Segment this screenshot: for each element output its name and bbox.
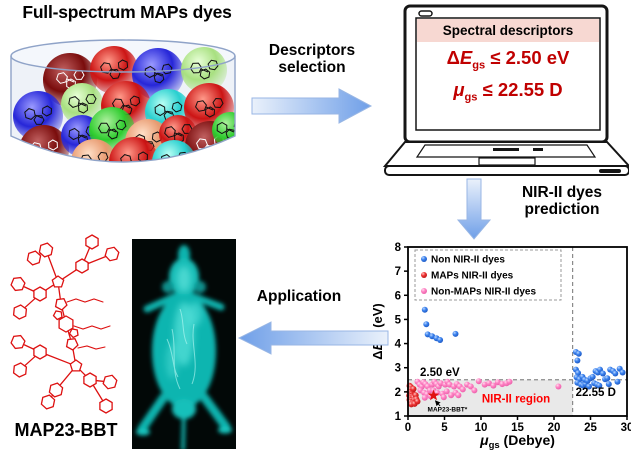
screen-header: Spectral descriptors	[417, 19, 599, 42]
svg-text:2: 2	[395, 387, 401, 399]
svg-text:20: 20	[548, 422, 561, 434]
svg-text:7: 7	[395, 266, 401, 278]
application-label: Application	[256, 288, 342, 305]
series-0	[421, 306, 626, 390]
svg-text:5: 5	[395, 314, 402, 326]
svg-text:8: 8	[395, 242, 402, 254]
laptop-illustration: Spectral descriptors ΔEgs ≤ 2.50 eV μgs …	[382, 2, 631, 180]
svg-text:0: 0	[405, 422, 411, 434]
dye-container-illustration	[10, 39, 236, 163]
svg-text:10: 10	[475, 422, 488, 434]
map23-bbt-star-marker	[427, 389, 440, 401]
map23-bbt-structure	[10, 234, 120, 414]
right-arrow-icon	[251, 88, 373, 124]
trackpad	[478, 157, 536, 166]
svg-text:25: 25	[584, 422, 597, 434]
mouse-vessels	[166, 308, 196, 390]
x-axis-label: μgs (Debye)	[479, 432, 555, 451]
mouse-body	[136, 245, 232, 449]
mouse-nir-image	[132, 239, 236, 449]
dye-molecule-glyph	[195, 97, 224, 118]
scatter-plot: MAP23-BBT* 2.50 eV 22.55 D NIR-II region 0 5 1…	[373, 242, 631, 451]
descriptors-selection-label: Descriptors selection	[268, 42, 356, 77]
svg-text:6: 6	[395, 290, 401, 302]
webcam-icon	[418, 10, 433, 17]
series-1	[406, 382, 421, 408]
legend-entry: Non NIR-II dyes	[431, 255, 505, 266]
formula-energy-gap: ΔEgs ≤ 2.50 eV	[446, 47, 570, 72]
down-arrow-icon	[457, 178, 491, 240]
svg-text:3: 3	[395, 363, 401, 375]
formula-dipole-moment: μgs ≤ 22.55 D	[453, 79, 563, 104]
dye-molecule-glyph	[144, 63, 173, 84]
legend-entry: MAPs NIR-II dyes	[431, 271, 514, 282]
left-arrow-icon	[237, 321, 389, 355]
map23-bbt-label: MAP23-BBT	[14, 420, 118, 440]
svg-text:15: 15	[511, 422, 524, 434]
star-annotation: MAP23-BBT*	[428, 406, 468, 413]
dye-molecule-glyph	[189, 59, 219, 80]
svg-text:4: 4	[395, 339, 402, 351]
dipole-threshold-label: 22.55 D	[576, 387, 616, 399]
energy-threshold-label: 2.50 eV	[420, 367, 460, 379]
dye-molecule-glyph	[211, 155, 235, 162]
svg-text:30: 30	[621, 422, 631, 434]
dye-molecule-glyph	[97, 119, 127, 140]
dye-molecule-glyph	[68, 93, 97, 114]
dye-molecule-glyph	[24, 105, 53, 125]
nir-prediction-label: NIR-II dyes prediction	[521, 184, 603, 219]
figure-title: Full-spectrum MAPs dyes	[22, 2, 232, 22]
legend-entry: Non-MAPs NIR-II dyes	[431, 287, 536, 298]
series-2	[414, 378, 562, 401]
svg-text:1: 1	[395, 411, 402, 423]
nir-region-label: NIR-II region	[482, 394, 550, 406]
svg-text:5: 5	[441, 422, 448, 434]
plot-legend: Non NIR-II dyes MAPs NIR-II dyes Non-MAPs …	[414, 249, 562, 301]
